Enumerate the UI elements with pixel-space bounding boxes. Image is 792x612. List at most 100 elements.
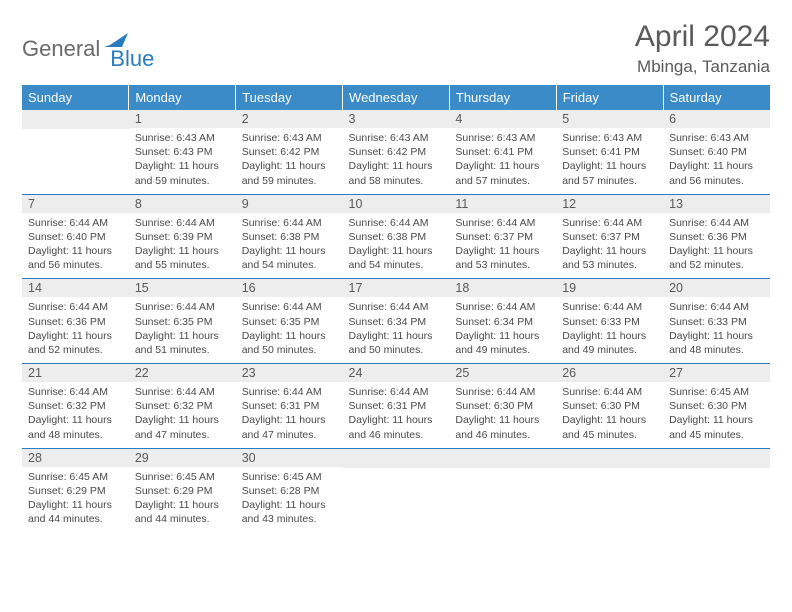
- day-number: 12: [556, 195, 663, 213]
- calendar-cell: [343, 448, 450, 532]
- calendar-cell: [22, 110, 129, 194]
- day-content: Sunrise: 6:45 AMSunset: 6:29 PMDaylight:…: [22, 467, 129, 533]
- calendar-cell: 21Sunrise: 6:44 AMSunset: 6:32 PMDayligh…: [22, 364, 129, 449]
- day-content: Sunrise: 6:44 AMSunset: 6:38 PMDaylight:…: [343, 213, 450, 279]
- calendar-cell: 20Sunrise: 6:44 AMSunset: 6:33 PMDayligh…: [663, 279, 770, 364]
- calendar-cell: 1Sunrise: 6:43 AMSunset: 6:43 PMDaylight…: [129, 110, 236, 194]
- day-content: Sunrise: 6:44 AMSunset: 6:31 PMDaylight:…: [343, 382, 450, 448]
- calendar-cell: 27Sunrise: 6:45 AMSunset: 6:30 PMDayligh…: [663, 364, 770, 449]
- day-content: Sunrise: 6:44 AMSunset: 6:30 PMDaylight:…: [556, 382, 663, 448]
- day-number: 23: [236, 364, 343, 382]
- logo: General Blue: [22, 26, 154, 72]
- day-content: Sunrise: 6:44 AMSunset: 6:39 PMDaylight:…: [129, 213, 236, 279]
- day-content: Sunrise: 6:45 AMSunset: 6:30 PMDaylight:…: [663, 382, 770, 448]
- day-number: 19: [556, 279, 663, 297]
- day-number: 14: [22, 279, 129, 297]
- day-number: 24: [343, 364, 450, 382]
- calendar-cell: 25Sunrise: 6:44 AMSunset: 6:30 PMDayligh…: [449, 364, 556, 449]
- day-content: Sunrise: 6:43 AMSunset: 6:40 PMDaylight:…: [663, 128, 770, 194]
- calendar-body: 1Sunrise: 6:43 AMSunset: 6:43 PMDaylight…: [22, 110, 770, 532]
- calendar-cell: 13Sunrise: 6:44 AMSunset: 6:36 PMDayligh…: [663, 194, 770, 279]
- weekday-header: Sunday: [22, 85, 129, 110]
- title-block: April 2024 Mbinga, Tanzania: [635, 20, 770, 77]
- calendar-row: 28Sunrise: 6:45 AMSunset: 6:29 PMDayligh…: [22, 448, 770, 532]
- calendar-cell: 10Sunrise: 6:44 AMSunset: 6:38 PMDayligh…: [343, 194, 450, 279]
- day-content: Sunrise: 6:44 AMSunset: 6:32 PMDaylight:…: [22, 382, 129, 448]
- day-content: Sunrise: 6:43 AMSunset: 6:42 PMDaylight:…: [236, 128, 343, 194]
- calendar-cell: 2Sunrise: 6:43 AMSunset: 6:42 PMDaylight…: [236, 110, 343, 194]
- day-number: [22, 110, 129, 129]
- day-content: Sunrise: 6:44 AMSunset: 6:37 PMDaylight:…: [556, 213, 663, 279]
- calendar-cell: [449, 448, 556, 532]
- day-content: Sunrise: 6:43 AMSunset: 6:42 PMDaylight:…: [343, 128, 450, 194]
- calendar-cell: 7Sunrise: 6:44 AMSunset: 6:40 PMDaylight…: [22, 194, 129, 279]
- day-content: Sunrise: 6:45 AMSunset: 6:29 PMDaylight:…: [129, 467, 236, 533]
- weekday-header-row: Sunday Monday Tuesday Wednesday Thursday…: [22, 85, 770, 110]
- day-number: [449, 449, 556, 468]
- calendar-cell: 19Sunrise: 6:44 AMSunset: 6:33 PMDayligh…: [556, 279, 663, 364]
- calendar-cell: 6Sunrise: 6:43 AMSunset: 6:40 PMDaylight…: [663, 110, 770, 194]
- page-title: April 2024: [635, 20, 770, 53]
- day-content: Sunrise: 6:43 AMSunset: 6:43 PMDaylight:…: [129, 128, 236, 194]
- day-number: 15: [129, 279, 236, 297]
- calendar-cell: 30Sunrise: 6:45 AMSunset: 6:28 PMDayligh…: [236, 448, 343, 532]
- calendar-cell: 29Sunrise: 6:45 AMSunset: 6:29 PMDayligh…: [129, 448, 236, 532]
- day-content: Sunrise: 6:44 AMSunset: 6:34 PMDaylight:…: [343, 297, 450, 363]
- day-number: [556, 449, 663, 468]
- day-number: 30: [236, 449, 343, 467]
- logo-text-blue: Blue: [110, 46, 154, 72]
- day-content: Sunrise: 6:44 AMSunset: 6:38 PMDaylight:…: [236, 213, 343, 279]
- day-number: 16: [236, 279, 343, 297]
- calendar-cell: 18Sunrise: 6:44 AMSunset: 6:34 PMDayligh…: [449, 279, 556, 364]
- calendar-cell: 24Sunrise: 6:44 AMSunset: 6:31 PMDayligh…: [343, 364, 450, 449]
- day-number: [343, 449, 450, 468]
- day-number: 9: [236, 195, 343, 213]
- day-number: 1: [129, 110, 236, 128]
- day-number: 13: [663, 195, 770, 213]
- logo-text-general: General: [22, 36, 100, 62]
- day-content: Sunrise: 6:44 AMSunset: 6:40 PMDaylight:…: [22, 213, 129, 279]
- day-content: Sunrise: 6:44 AMSunset: 6:37 PMDaylight:…: [449, 213, 556, 279]
- day-number: 4: [449, 110, 556, 128]
- calendar-cell: 28Sunrise: 6:45 AMSunset: 6:29 PMDayligh…: [22, 448, 129, 532]
- calendar-cell: 22Sunrise: 6:44 AMSunset: 6:32 PMDayligh…: [129, 364, 236, 449]
- calendar-cell: 16Sunrise: 6:44 AMSunset: 6:35 PMDayligh…: [236, 279, 343, 364]
- weekday-header: Thursday: [449, 85, 556, 110]
- calendar-row: 1Sunrise: 6:43 AMSunset: 6:43 PMDaylight…: [22, 110, 770, 194]
- calendar-cell: [663, 448, 770, 532]
- day-number: 5: [556, 110, 663, 128]
- day-number: 8: [129, 195, 236, 213]
- day-number: 6: [663, 110, 770, 128]
- day-number: 27: [663, 364, 770, 382]
- calendar-row: 14Sunrise: 6:44 AMSunset: 6:36 PMDayligh…: [22, 279, 770, 364]
- calendar-cell: 11Sunrise: 6:44 AMSunset: 6:37 PMDayligh…: [449, 194, 556, 279]
- day-number: 25: [449, 364, 556, 382]
- day-number: [663, 449, 770, 468]
- day-number: 17: [343, 279, 450, 297]
- day-number: 18: [449, 279, 556, 297]
- weekday-header: Tuesday: [236, 85, 343, 110]
- calendar-cell: [556, 448, 663, 532]
- day-content: Sunrise: 6:43 AMSunset: 6:41 PMDaylight:…: [449, 128, 556, 194]
- calendar-row: 7Sunrise: 6:44 AMSunset: 6:40 PMDaylight…: [22, 194, 770, 279]
- day-number: 3: [343, 110, 450, 128]
- day-content: Sunrise: 6:44 AMSunset: 6:34 PMDaylight:…: [449, 297, 556, 363]
- day-number: 20: [663, 279, 770, 297]
- day-number: 7: [22, 195, 129, 213]
- day-content: Sunrise: 6:45 AMSunset: 6:28 PMDaylight:…: [236, 467, 343, 533]
- calendar-cell: 12Sunrise: 6:44 AMSunset: 6:37 PMDayligh…: [556, 194, 663, 279]
- calendar-cell: 23Sunrise: 6:44 AMSunset: 6:31 PMDayligh…: [236, 364, 343, 449]
- day-content: Sunrise: 6:44 AMSunset: 6:36 PMDaylight:…: [22, 297, 129, 363]
- day-number: 26: [556, 364, 663, 382]
- calendar-cell: 17Sunrise: 6:44 AMSunset: 6:34 PMDayligh…: [343, 279, 450, 364]
- header: General Blue April 2024 Mbinga, Tanzania: [22, 20, 770, 77]
- day-number: 11: [449, 195, 556, 213]
- day-content: Sunrise: 6:44 AMSunset: 6:35 PMDaylight:…: [236, 297, 343, 363]
- day-number: 21: [22, 364, 129, 382]
- calendar-cell: 15Sunrise: 6:44 AMSunset: 6:35 PMDayligh…: [129, 279, 236, 364]
- calendar-table: Sunday Monday Tuesday Wednesday Thursday…: [22, 85, 770, 532]
- calendar-cell: 5Sunrise: 6:43 AMSunset: 6:41 PMDaylight…: [556, 110, 663, 194]
- calendar-cell: 14Sunrise: 6:44 AMSunset: 6:36 PMDayligh…: [22, 279, 129, 364]
- day-content: Sunrise: 6:44 AMSunset: 6:35 PMDaylight:…: [129, 297, 236, 363]
- day-content: Sunrise: 6:44 AMSunset: 6:33 PMDaylight:…: [663, 297, 770, 363]
